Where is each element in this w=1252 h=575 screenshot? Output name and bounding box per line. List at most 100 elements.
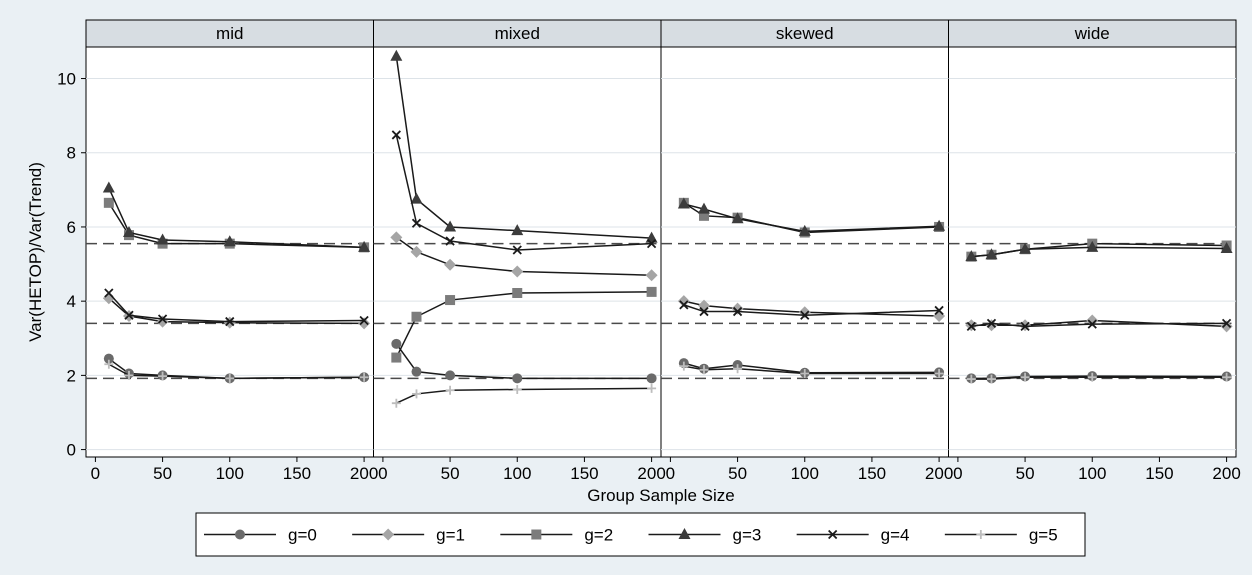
point-g=5 [647,383,657,393]
point-g=5 [733,364,743,374]
point-g=5 [359,372,369,382]
point-g=4 [124,310,134,320]
point-g=5 [124,370,134,380]
legend-marker-g=5 [976,530,986,539]
point-g=3 [156,233,169,245]
legend-box [195,512,1086,557]
y-tick-label: 0 [67,441,76,460]
point-g=3 [731,212,744,224]
point-g=1 [390,231,403,244]
x-tick-label: 150 [283,464,311,483]
point-g=5 [391,398,401,408]
legend-marker-g=1 [382,528,395,541]
point-g=5 [512,384,522,394]
y-tick-label: 6 [67,218,76,237]
x-tick-label: 0 [953,464,962,483]
facet-strip [85,19,374,48]
point-g=0 [391,338,402,349]
x-tick-label: 0 [378,464,387,483]
point-g=2 [646,286,657,297]
legend-label-g=3: g=3 [733,526,762,545]
point-g=3 [697,202,710,214]
x-tick-label: 50 [728,464,747,483]
point-g=3 [965,250,978,262]
point-g=0 [445,370,456,381]
point-g=4 [157,314,168,324]
point-g=3 [122,226,135,238]
point-g=3 [985,248,998,260]
point-g=0 [646,373,657,384]
y-axis-title: Var(HETOP)/Var(Trend) [26,162,45,342]
point-g=5 [1222,372,1232,382]
point-g=5 [158,371,168,381]
facet-strip [373,19,662,48]
point-g=2 [512,288,523,298]
facet-strip [948,19,1237,48]
point-g=4 [411,218,422,228]
x-tick-label: 100 [1078,464,1106,483]
point-g=2 [445,295,456,306]
x-tick-label: 50 [1016,464,1035,483]
point-g=4 [966,321,976,332]
plot-area [85,46,374,458]
point-g=3 [798,224,811,236]
point-g=1 [677,295,690,308]
plot-area [660,46,949,458]
point-g=4 [1020,321,1030,332]
y-tick-label: 2 [67,366,76,385]
point-g=5 [1020,372,1030,382]
point-g=2 [391,352,402,363]
point-g=0 [103,353,114,364]
facet-label: wide [1074,24,1110,43]
point-g=4 [512,245,522,255]
point-g=4 [699,306,709,317]
point-g=3 [102,181,115,193]
y-tick-label: 4 [67,292,76,311]
point-g=5 [225,373,235,383]
point-g=3 [390,49,403,61]
point-g=3 [410,192,423,204]
point-g=5 [1087,372,1097,382]
point-g=1 [985,319,998,332]
point-g=1 [645,269,658,282]
point-g=4 [445,236,455,246]
legend-marker-g=3 [678,528,691,539]
point-g=2 [698,210,709,221]
facet-label: mid [216,24,243,43]
point-g=4 [1087,319,1097,329]
legend-label-g=0: g=0 [288,526,317,545]
point-g=5 [411,389,421,399]
legend-label-g=4: g=4 [881,526,910,545]
legend-label-g=2: g=2 [584,526,613,545]
panel-skewed: skewed 0 50 100 150 200 [660,19,953,483]
point-g=5 [445,385,455,395]
x-axis-title: Group Sample Size [587,486,734,505]
point-g=3 [1019,242,1032,254]
point-g=2 [103,197,114,208]
point-g=3 [677,197,690,209]
panel-wide: wide 0 50 100 150 200 [948,19,1241,483]
point-g=3 [933,219,946,231]
legend-marker-g=0 [235,529,245,540]
point-g=4 [359,315,369,326]
point-g=5 [800,369,810,379]
legend-label-g=1: g=1 [436,526,465,545]
point-g=0 [411,366,422,377]
point-g=4 [104,288,114,298]
y-tick-label: 8 [67,144,76,163]
point-g=5 [104,359,114,369]
point-g=5 [699,365,709,375]
point-g=4 [1221,318,1232,329]
point-g=5 [986,374,996,384]
legend-marker-g=2 [531,529,542,540]
point-g=3 [1086,240,1099,252]
point-g=4 [800,310,810,320]
point-g=4 [934,305,944,316]
point-g=4 [986,318,997,329]
x-tick-label: 100 [503,464,531,483]
point-g=3 [444,220,457,232]
y-tick-label: 10 [57,70,76,89]
x-tick-label: 100 [216,464,244,483]
x-tick-label: 200 [637,464,665,483]
point-g=4 [225,316,235,327]
